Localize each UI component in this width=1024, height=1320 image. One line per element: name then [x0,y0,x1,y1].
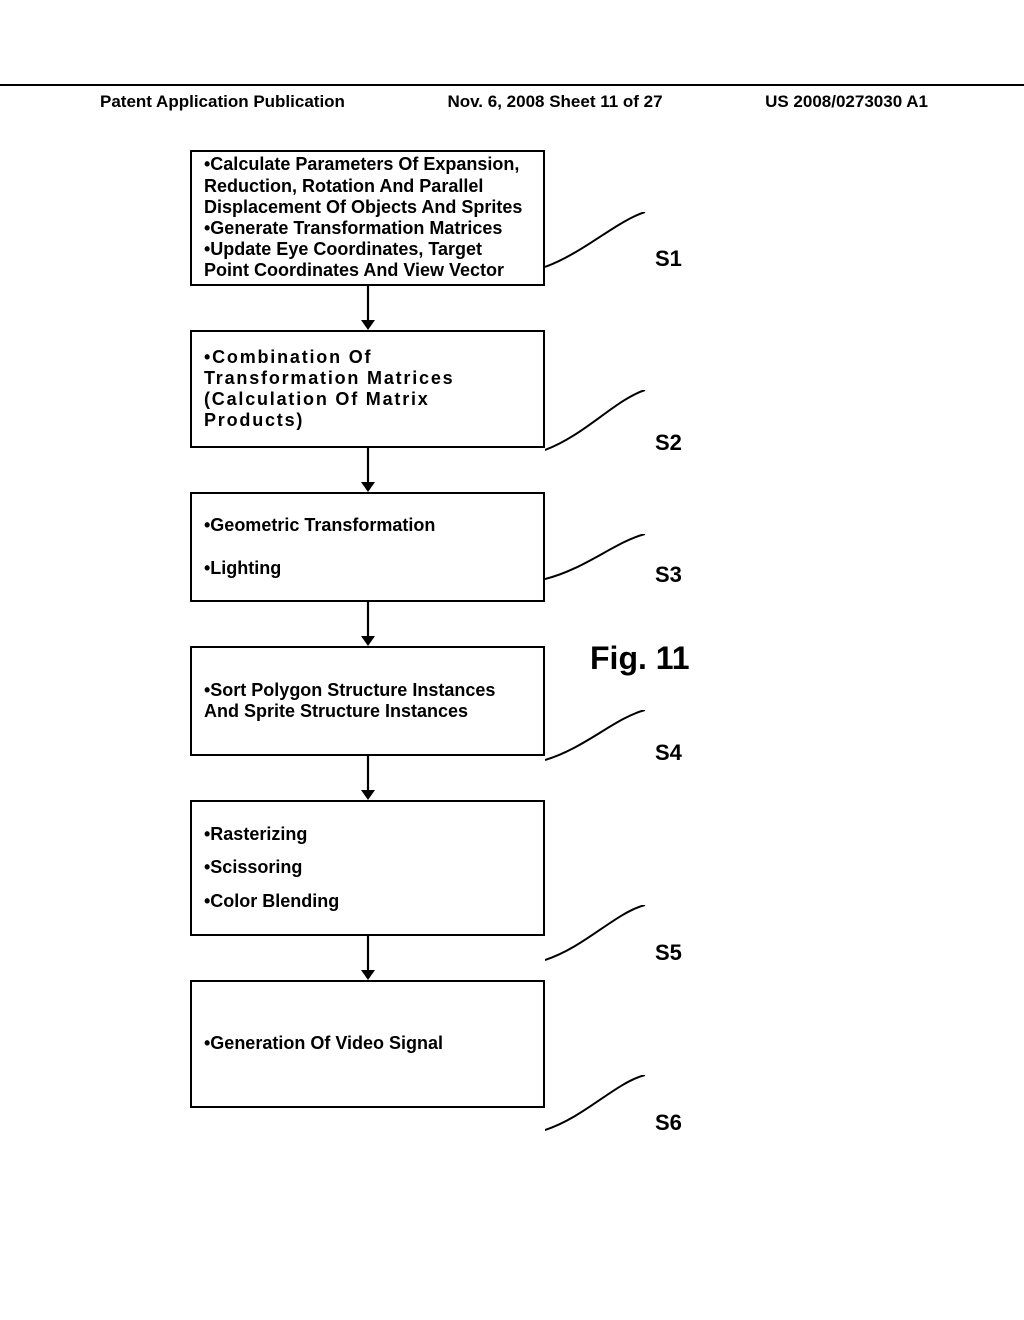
flow-box-line: •Generate Transformation Matrices [204,218,531,239]
flow-box-line: •Sort Polygon Structure Instances And Sp… [204,680,531,722]
figure-label: Fig. 11 [590,640,690,677]
flow-box-line: •Color Blending [204,891,531,912]
callout-line-s5 [545,905,655,985]
flow-box-s5: •Rasterizing •Scissoring •Color Blending [190,800,545,936]
header-right: US 2008/0273030 A1 [765,92,928,112]
flow-box-line: •Rasterizing [204,824,531,845]
callout-line-s3 [545,534,655,614]
flow-box-line: •Update Eye Coordinates, Target Point Co… [204,239,531,281]
flowchart-diagram: •Calculate Parameters Of Expansion, Redu… [190,150,770,1108]
step-label-s4: S4 [655,740,682,766]
flow-box-line: •Scissoring [204,857,531,878]
step-label-s6: S6 [655,1110,682,1136]
flow-arrow [190,286,545,330]
flow-box-s2: •Combination Of Transformation Matrices … [190,330,545,448]
flow-arrow [190,756,545,800]
flow-box-s6: •Generation Of Video Signal [190,980,545,1108]
flow-box-s3: •Geometric Transformation •Lighting [190,492,545,602]
flow-box-line: •Geometric Transformation [204,515,531,536]
callout-line-s2 [545,390,655,470]
flow-box-line: •Calculate Parameters Of Expansion, Redu… [204,154,531,218]
flow-box-s1: •Calculate Parameters Of Expansion, Redu… [190,150,545,286]
flow-arrow [190,602,545,646]
step-label-s5: S5 [655,940,682,966]
header-center: Nov. 6, 2008 Sheet 11 of 27 [447,92,662,112]
flow-arrow [190,936,545,980]
header-left: Patent Application Publication [100,92,345,112]
flow-box-line: •Lighting [204,558,531,579]
flow-box-s4: •Sort Polygon Structure Instances And Sp… [190,646,545,756]
flow-arrow [190,448,545,492]
step-label-s1: S1 [655,246,682,272]
header: Patent Application Publication Nov. 6, 2… [0,84,1024,112]
step-label-s2: S2 [655,430,682,456]
step-label-s3: S3 [655,562,682,588]
callout-line-s6 [545,1075,655,1155]
flow-box-line: •Generation Of Video Signal [204,1033,531,1054]
callout-line-s1 [545,212,655,292]
callout-line-s4 [545,710,655,790]
flow-box-line: •Combination Of Transformation Matrices … [204,347,531,432]
page: Patent Application Publication Nov. 6, 2… [0,0,1024,1320]
